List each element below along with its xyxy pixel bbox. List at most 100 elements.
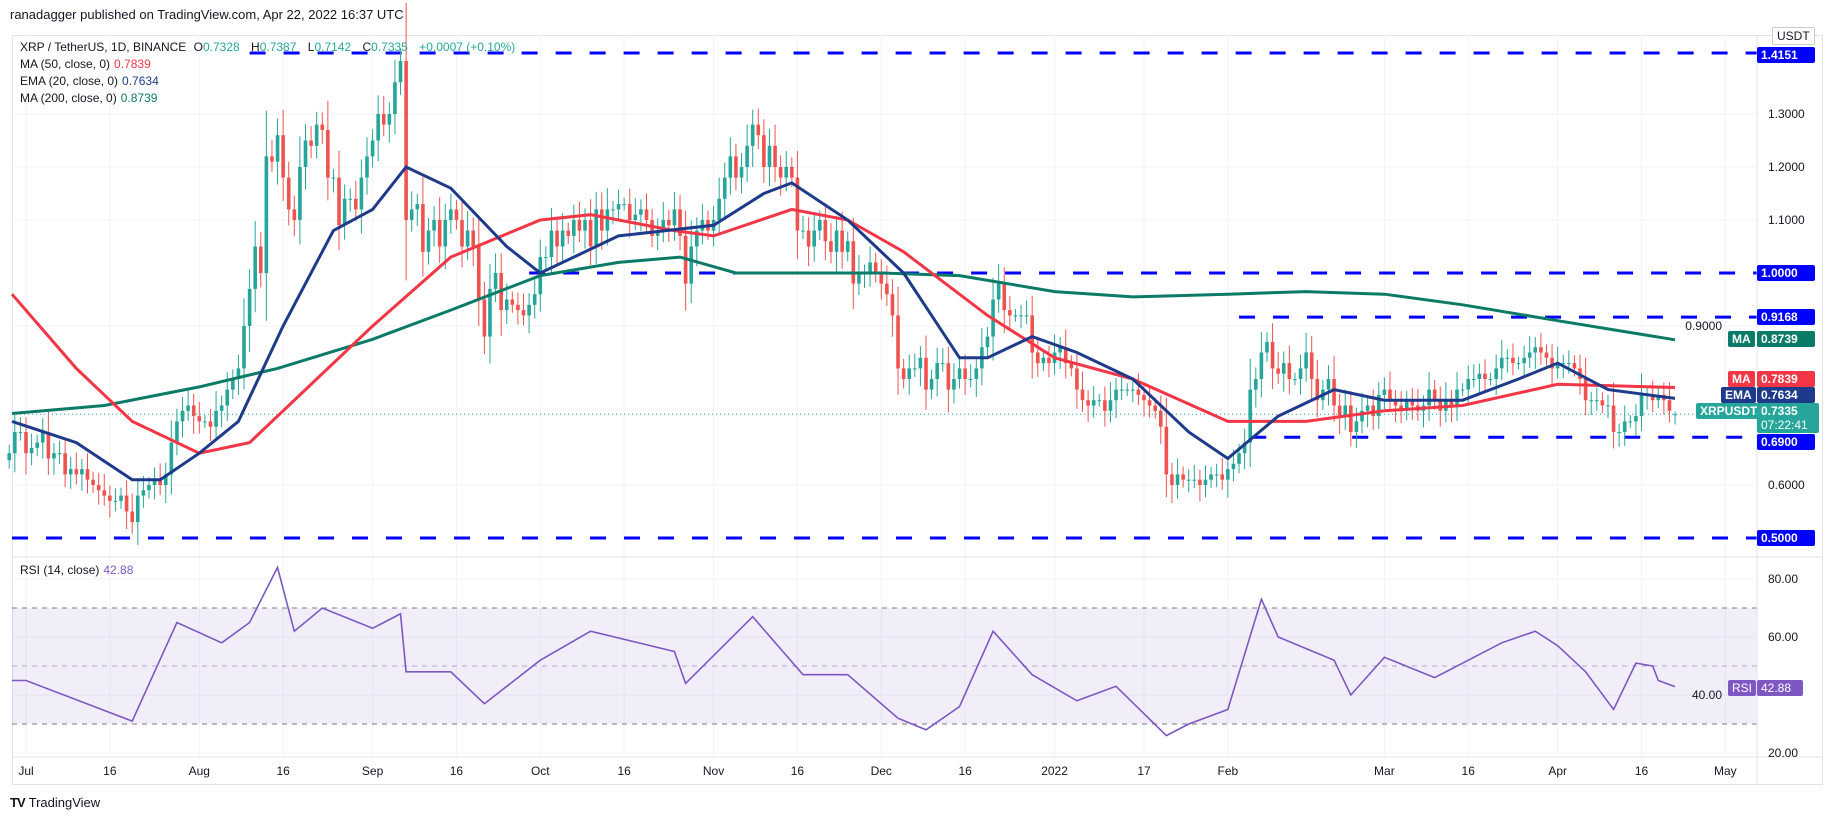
candle-body (583, 220, 587, 231)
candle-body (974, 368, 979, 379)
legend-ma200[interactable]: MA (200, close, 0) 0.8739 (20, 91, 158, 105)
ma50-tag: MA (1728, 371, 1755, 387)
candle-body (1103, 400, 1107, 411)
x-tick-label: 16 (1635, 764, 1649, 778)
candle-body (96, 485, 101, 491)
candle-body (225, 389, 230, 406)
candle-body (387, 114, 392, 125)
candle-body (1181, 474, 1185, 480)
candle-body (1080, 389, 1085, 401)
candle-body (365, 156, 369, 178)
candle-body (1572, 363, 1577, 369)
candle-body (1024, 315, 1029, 317)
candle-body (672, 209, 677, 226)
rsi-badge: 42.88 (1757, 680, 1803, 696)
candle-body (778, 167, 783, 178)
candle-body (147, 485, 151, 491)
candle-body (63, 453, 67, 475)
candle-body (376, 114, 380, 141)
candle-body (80, 469, 84, 475)
y-tick-label: 0.6000 (1768, 478, 1805, 492)
grid (12, 35, 1757, 757)
candle-body (303, 140, 308, 167)
candle-body (1673, 414, 1677, 416)
candle-body (1589, 400, 1593, 402)
ohlc-low: L0.7142 (307, 40, 352, 54)
change-value: +0.0007 (+0.10%) (419, 40, 516, 54)
x-tick-label: 16 (276, 764, 290, 778)
candle-body (68, 469, 73, 475)
candle-body (745, 145, 749, 167)
candle-body (264, 156, 269, 273)
candle-body (175, 421, 179, 443)
candle-body (1343, 405, 1348, 417)
currency-button[interactable]: USDT (1772, 27, 1815, 45)
candle-body (471, 230, 475, 247)
candle-body (1304, 352, 1308, 369)
rsi-tick-label: 20.00 (1768, 746, 1798, 760)
candle-body (924, 357, 928, 390)
candle-body (292, 209, 297, 220)
x-tick-label: 16 (103, 764, 117, 778)
candle-body (963, 368, 967, 379)
candle-body (1047, 357, 1051, 364)
candle-body (1376, 394, 1381, 417)
candle-body (219, 405, 224, 411)
candle-body (1432, 389, 1437, 401)
candle-body (460, 220, 464, 247)
y-tick-label: 1.1000 (1768, 213, 1805, 227)
candle-body (1634, 416, 1638, 422)
candle-body (409, 209, 414, 220)
ohlc-close: C0.7335 (362, 40, 408, 54)
candle-body (1063, 347, 1068, 364)
tradingview-logo[interactable]: TV TradingView (10, 795, 101, 810)
candle-body (1030, 315, 1034, 353)
candle-body (1164, 426, 1169, 475)
candle-body (1449, 400, 1454, 406)
candle-body (1472, 379, 1476, 380)
candle-body (18, 432, 23, 433)
candle-body (1505, 357, 1510, 359)
candle-body (1371, 405, 1375, 417)
candle-body (1019, 315, 1023, 317)
candle-body (1198, 479, 1202, 485)
rsi-line (12, 565, 1676, 737)
candle-body (1410, 400, 1415, 406)
candle-body (1382, 389, 1387, 395)
candle-body (1298, 368, 1303, 379)
candle-body (102, 490, 107, 496)
candle-body (404, 61, 408, 220)
candle-body (437, 220, 442, 247)
legend-ma50[interactable]: MA (50, close, 0) 0.7839 (20, 57, 151, 71)
candle-body (449, 209, 453, 220)
legend-rsi[interactable]: RSI (14, close) 42.88 (20, 563, 134, 577)
level-badge-1: 1.4151 (1757, 47, 1815, 63)
candle-body (152, 479, 157, 485)
x-tick-label: May (1714, 764, 1737, 778)
candle-body (599, 209, 604, 231)
candle-body (281, 135, 285, 178)
candle-body (739, 167, 744, 178)
rsi-band-lines (12, 607, 1757, 725)
candle-body (421, 204, 425, 252)
candle-body (359, 177, 364, 210)
candle-body (896, 315, 900, 369)
level-badge-2: 1.0000 (1757, 265, 1815, 281)
candle-body (1287, 363, 1292, 379)
candle-body (1158, 410, 1163, 427)
candle-body (1248, 389, 1253, 443)
candle-body (1527, 352, 1532, 358)
candle-body (929, 379, 934, 390)
candle-body (968, 379, 973, 380)
candle-body (1555, 363, 1560, 369)
legend-ema20[interactable]: EMA (20, close, 0) 0.7634 (20, 74, 159, 88)
candle-body (667, 220, 671, 226)
ma50-badge: 0.7839 (1757, 371, 1815, 387)
candle-body (415, 204, 420, 210)
publish-info: ranadagger published on TradingView.com,… (10, 7, 404, 22)
candle-body (1119, 389, 1124, 391)
x-tick-label: 16 (791, 764, 805, 778)
candle-body (354, 198, 358, 210)
candle-body (1606, 405, 1610, 407)
